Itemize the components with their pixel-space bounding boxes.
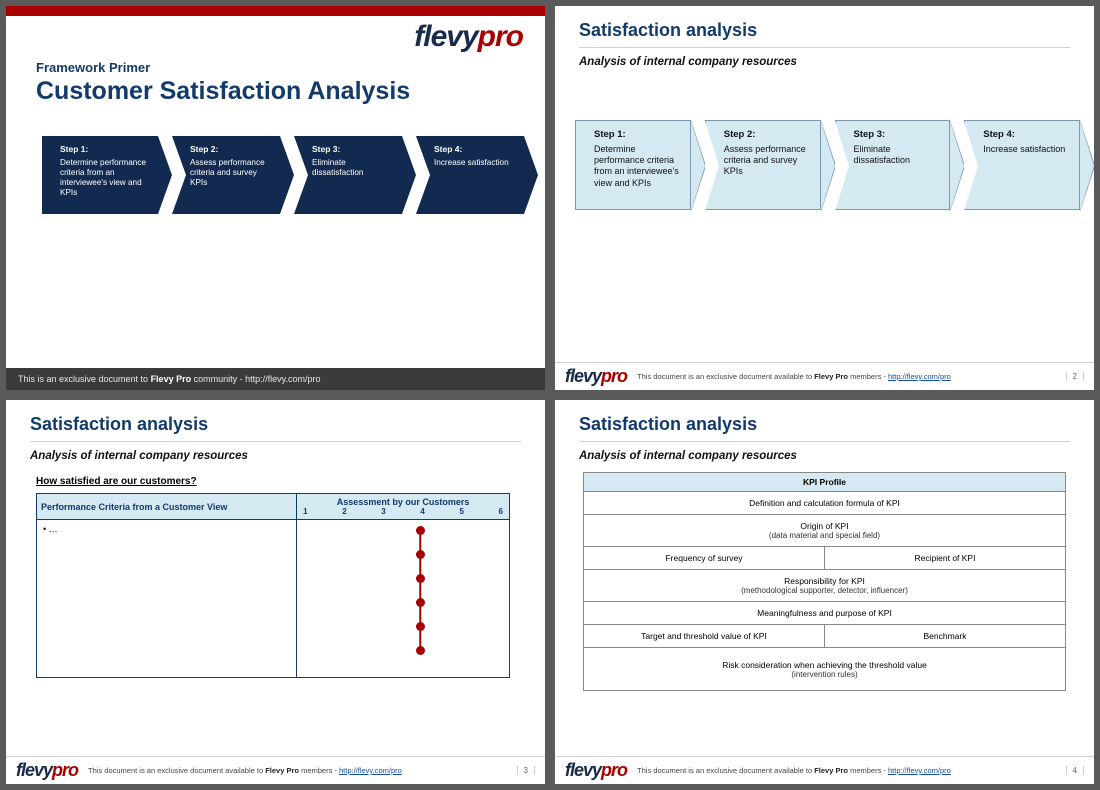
slide-footer: flevypro This document is an exclusive d…: [6, 756, 545, 784]
footer-link[interactable]: http://flevy.com/pro: [888, 372, 951, 381]
step-4: Step 4:Increase satisfaction: [964, 120, 1080, 210]
slide-4: Satisfaction analysis Analysis of intern…: [555, 400, 1094, 784]
slide-subtitle: Analysis of internal company resources: [555, 52, 1094, 68]
kpi-cell-benchmark: Benchmark: [824, 625, 1065, 648]
slide-footer: This is an exclusive document to Flevy P…: [6, 368, 545, 390]
kpi-row-origin: Origin of KPI(data material and special …: [584, 515, 1065, 547]
page-number: 3: [517, 766, 535, 775]
brand-logo: flevypro: [565, 760, 627, 781]
slide-footer: flevypro This document is an exclusive d…: [555, 756, 1094, 784]
divider: [579, 47, 1070, 48]
brand-logo: flevypro: [16, 760, 78, 781]
pretitle: Framework Primer: [36, 60, 515, 75]
step-2: Step 2:Assess performance criteria and s…: [172, 136, 280, 214]
brand-logo: flevypro: [414, 20, 523, 54]
divider: [30, 441, 521, 442]
slide-heading: Satisfaction analysis: [579, 20, 1070, 41]
kpi-cell-recipient: Recipient of KPI: [824, 547, 1065, 570]
step-4: Step 4:Increase satisfaction: [416, 136, 524, 214]
assessment-dots: [416, 526, 425, 655]
criteria-cell: • …: [37, 520, 297, 678]
divider: [579, 441, 1070, 442]
slide-1: flevypro Framework Primer Customer Satis…: [6, 6, 545, 390]
slide-subtitle: Analysis of internal company resources: [555, 446, 1094, 462]
kpi-row-risk: Risk consideration when achieving the th…: [584, 648, 1065, 690]
page-number: 2: [1066, 372, 1084, 381]
accent-bar: [6, 6, 545, 16]
kpi-header: KPI Profile: [584, 473, 1065, 492]
brand-logo: flevypro: [565, 366, 627, 387]
step-3: Step 3:Eliminate dissatisfaction: [835, 120, 951, 210]
step-3: Step 3:Eliminate dissatisfaction: [294, 136, 402, 214]
kpi-row-definition: Definition and calculation formula of KP…: [584, 492, 1065, 515]
page-number: 4: [1066, 766, 1084, 775]
step-1: Step 1:Determine performance criteria fr…: [42, 136, 158, 214]
assessment-table: Performance Criteria from a Customer Vie…: [36, 493, 510, 678]
footer-link[interactable]: http://flevy.com/pro: [888, 766, 951, 775]
footer-link[interactable]: http://flevy.com/pro: [339, 766, 402, 775]
slide-3: Satisfaction analysis Analysis of intern…: [6, 400, 545, 784]
col-assessment: Assessment by our Customers 123456: [297, 494, 510, 520]
scale-numbers: 123456: [301, 507, 505, 516]
process-arrows-light: Step 1:Determine performance criteria fr…: [575, 120, 1094, 210]
page-title: Customer Satisfaction Analysis: [36, 77, 515, 106]
process-arrows-dark: Step 1:Determine performance criteria fr…: [42, 136, 545, 214]
survey-question: How satisfied are our customers?: [36, 476, 515, 487]
step-2: Step 2:Assess performance criteria and s…: [705, 120, 821, 210]
kpi-row-meaning: Meaningfulness and purpose of KPI: [584, 602, 1065, 625]
kpi-cell-frequency: Frequency of survey: [584, 547, 824, 570]
slide-2: Satisfaction analysis Analysis of intern…: [555, 6, 1094, 390]
assessment-cell: [297, 520, 510, 678]
slide-grid: flevypro Framework Primer Customer Satis…: [6, 6, 1094, 784]
step-1: Step 1:Determine performance criteria fr…: [575, 120, 691, 210]
kpi-cell-target: Target and threshold value of KPI: [584, 625, 824, 648]
slide-heading: Satisfaction analysis: [579, 414, 1070, 435]
slide-footer: flevypro This document is an exclusive d…: [555, 362, 1094, 390]
col-criteria: Performance Criteria from a Customer Vie…: [37, 494, 297, 520]
kpi-row-responsibility: Responsibility for KPI(methodological su…: [584, 570, 1065, 602]
slide-subtitle: Analysis of internal company resources: [6, 446, 545, 462]
kpi-profile-table: KPI Profile Definition and calculation f…: [583, 472, 1066, 691]
slide-heading: Satisfaction analysis: [30, 414, 521, 435]
